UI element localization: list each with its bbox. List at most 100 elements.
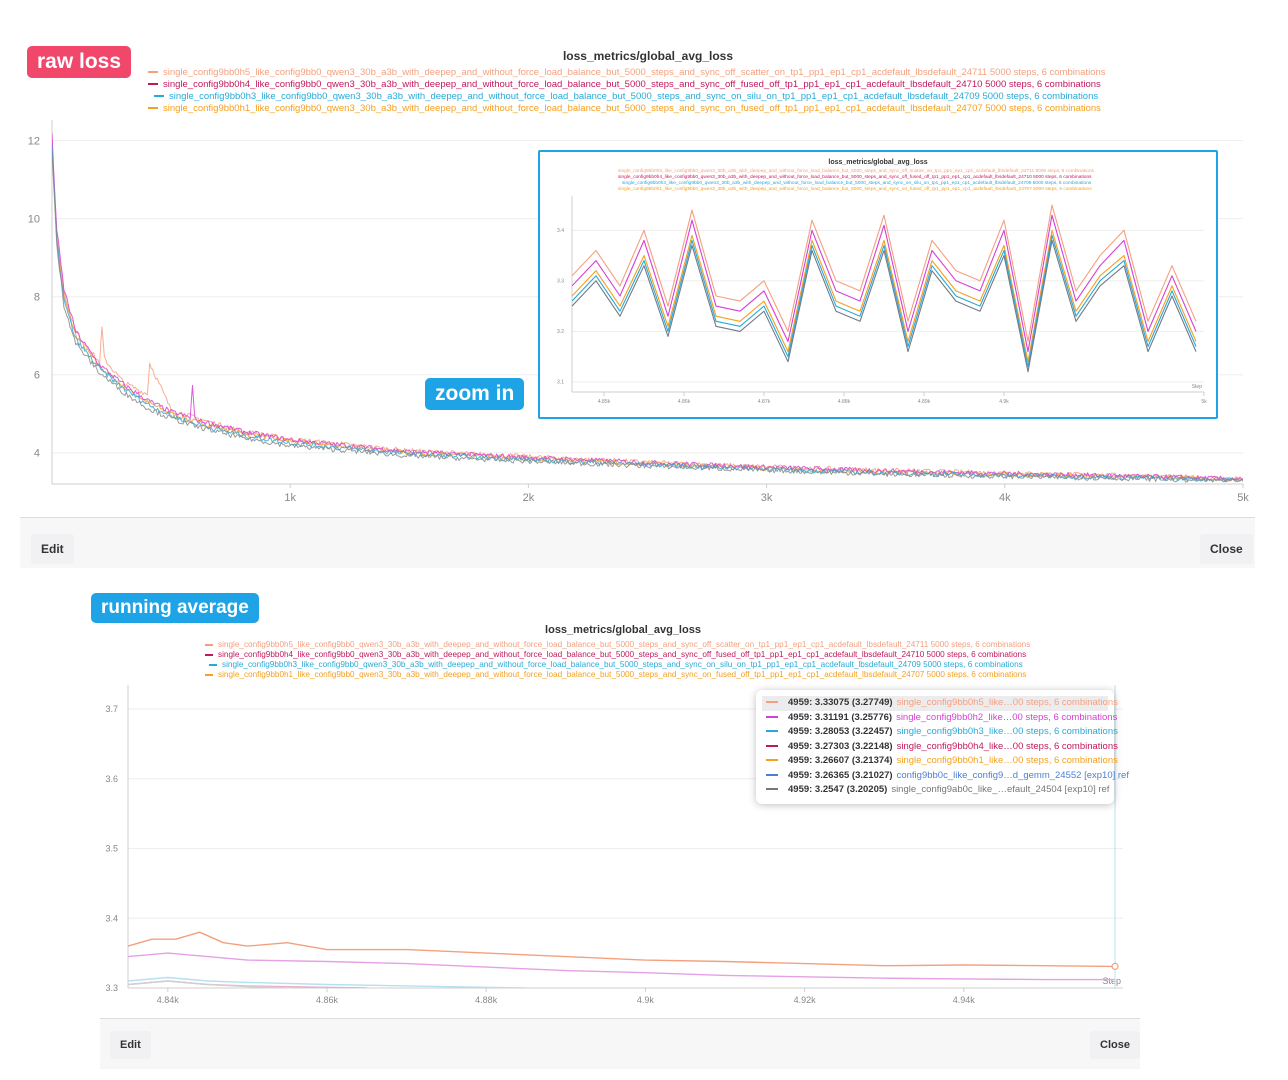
hover-tooltip: 4959: 3.33075 (3.27749) single_config9bb0… <box>756 690 1129 804</box>
tooltip-row: 4959: 3.31191 (3.25776) single_config9bb0… <box>762 711 1117 726</box>
inset-legend-item: single_config9bb0h1_like_config9bb0_qwen… <box>618 187 1092 192</box>
legend-label: single_config9bb0h4_like_config9bb0_qwen… <box>163 79 1101 90</box>
x-tick-label: 4k <box>999 492 1011 504</box>
series-line <box>572 239 1197 373</box>
tooltip-series-name: single_config9bb0h5_like…00 steps, 6 com… <box>896 697 1118 708</box>
x-tick-label: 4.9k <box>637 995 655 1005</box>
panel-footer <box>20 518 1255 568</box>
tooltip-value: 4959: 3.26607 (3.21374) <box>788 755 893 766</box>
series-line <box>128 952 1115 981</box>
close-button[interactable]: Close <box>1200 534 1253 564</box>
x-tick-label: 4.92k <box>794 995 817 1005</box>
tooltip-swatch <box>766 744 778 747</box>
legend-label: single_config9bb0h3_like_config9bb0_qwen… <box>169 91 1099 102</box>
y-tick-label: 3.4 <box>557 228 564 234</box>
x-axis-label: Step <box>1192 384 1203 390</box>
tooltip-series-name: single_config9ab0c_like_…efault_24504 [e… <box>891 784 1110 795</box>
legend-item: single_config9bb0h3_like_config9bb0_qwen… <box>205 660 1030 670</box>
y-tick-label: 3.4 <box>105 913 118 923</box>
series-line <box>572 229 1197 363</box>
running-average-chart[interactable]: 3.3 3.4 3.5 3.6 3.7 4.84k 4.86k 4.88k 4.9k 4.92k 4… <box>0 685 1288 1015</box>
tooltip-series-name: single_config9bb0h1_like…00 steps, 6 com… <box>896 755 1118 766</box>
legend-swatch <box>148 107 158 110</box>
legend-swatch <box>148 71 158 74</box>
tooltip-swatch <box>766 730 778 733</box>
legend-swatch <box>205 643 213 646</box>
tooltip-swatch <box>766 773 778 776</box>
legend-raw: single_config9bb0h5_like_config9bb0_qwen… <box>148 67 1106 115</box>
zoom-inset-chart: 3.1 3.2 3.3 3.4 4.85k 4.86k 4.87k 4.88k 4.89k 4.9… <box>557 196 1207 405</box>
legend-label: single_config9bb0h3_like_config9bb0_qwen… <box>222 660 1023 669</box>
legend-item: single_config9bb0h5_like_config9bb0_qwen… <box>148 67 1106 79</box>
close-button[interactable]: Close <box>1090 1031 1140 1059</box>
running-average-badge: running average <box>91 593 259 623</box>
series-line <box>572 234 1197 368</box>
series-group <box>52 133 1243 483</box>
chart-title-avg: loss_metrics/global_avg_loss <box>545 624 701 636</box>
tooltip-row: 4959: 3.2547 (3.20205) single_config9ab0c… <box>762 783 1110 798</box>
legend-item: single_config9bb0h4_like_config9bb0_qwen… <box>148 79 1106 91</box>
legend-swatch <box>148 83 158 86</box>
tooltip-row: 4959: 3.33075 (3.27749) single_config9bb0… <box>762 696 1118 711</box>
y-tick-label: 12 <box>28 135 40 147</box>
series-line <box>572 204 1197 343</box>
tooltip-series-name: single_config9bb0h3_like…00 steps, 6 com… <box>896 726 1118 737</box>
legend-item: single_config9bb0h3_like_config9bb0_qwen… <box>148 91 1106 103</box>
inset-legend-item: single_config9bb0h5_like_config9bb0_qwen… <box>618 169 1094 174</box>
tooltip-row: 4959: 3.26607 (3.21374) single_config9bb0… <box>762 754 1118 769</box>
x-tick-label: 4.87k <box>758 399 771 405</box>
series-group <box>128 931 1116 988</box>
y-tick-label: 3.1 <box>557 380 564 386</box>
x-tick-label: 4.9k <box>999 399 1009 405</box>
tooltip-value: 4959: 3.2547 (3.20205) <box>788 784 888 795</box>
tooltip-row: 4959: 3.26365 (3.21027) config9bb0c_like_… <box>762 769 1129 784</box>
y-tick-label: 3.5 <box>105 844 118 854</box>
divider <box>100 1018 1140 1019</box>
zoom-in-badge: zoom in <box>425 378 525 410</box>
x-tick-label: 4.89k <box>918 399 931 405</box>
x-tick-label: 1k <box>284 492 296 504</box>
y-tick-label: 4 <box>34 448 40 460</box>
inset-legend-item: single_config9bb0h4_like_config9bb0_qwen… <box>618 175 1092 180</box>
series-group <box>572 204 1197 373</box>
legend-label: single_config9bb0h5_like_config9bb0_qwen… <box>163 67 1106 78</box>
y-tick-label: 3.2 <box>557 329 564 335</box>
series-line <box>128 976 527 988</box>
tooltip-series-name: single_config9bb0h2_like…00 steps, 6 com… <box>896 711 1118 723</box>
y-tick-label: 3.3 <box>557 279 564 285</box>
y-tick-label: 6 <box>34 370 40 382</box>
legend-item: single_config9bb0h1_like_config9bb0_qwen… <box>205 670 1030 680</box>
edit-button[interactable]: Edit <box>110 1031 151 1059</box>
tooltip-swatch <box>766 759 778 762</box>
legend-label: single_config9bb0h1_like_config9bb0_qwen… <box>163 103 1101 114</box>
tooltip-value: 4959: 3.31191 (3.25776) <box>788 711 893 723</box>
legend-avg: single_config9bb0h5_like_config9bb0_qwen… <box>205 640 1030 680</box>
tooltip-swatch <box>766 788 778 791</box>
tooltip-row: 4959: 3.27303 (3.22148) single_config9bb0… <box>762 740 1118 755</box>
series-line <box>52 152 1243 483</box>
inset-legend-item: single_config9bb0h3_like_config9bb0_qwen… <box>622 181 1092 186</box>
raw-loss-badge: raw loss <box>27 46 132 78</box>
zoom-inset-frame: loss_metrics/global_avg_loss single_conf… <box>538 150 1218 419</box>
x-tick-label: 2k <box>523 492 535 504</box>
tooltip-value: 4959: 3.26365 (3.21027) <box>788 769 893 781</box>
series-line <box>572 214 1197 353</box>
series-line <box>128 931 1116 968</box>
x-axis-label: Step <box>1102 976 1121 986</box>
y-tick-label: 3.7 <box>105 704 118 714</box>
x-tick-label: 4.94k <box>953 995 976 1005</box>
x-tick-label: 5k <box>1201 399 1207 405</box>
tooltip-row: 4959: 3.28053 (3.22457) single_config9bb0… <box>762 725 1118 740</box>
legend-swatch <box>209 663 217 666</box>
divider <box>20 517 1255 518</box>
y-tick-label: 8 <box>34 292 40 304</box>
tooltip-series-name: single_config9bb0h4_like…00 steps, 6 com… <box>896 740 1118 752</box>
legend-item: single_config9bb0h5_like_config9bb0_qwen… <box>205 640 1030 650</box>
x-tick-label: 3k <box>761 492 773 504</box>
legend-item: single_config9bb0h1_like_config9bb0_qwen… <box>148 103 1106 115</box>
y-tick-label: 10 <box>28 214 40 226</box>
legend-label: single_config9bb0h1_like_config9bb0_qwen… <box>218 670 1027 679</box>
edit-button[interactable]: Edit <box>31 534 74 564</box>
panel-footer <box>100 1019 1140 1069</box>
inset-legend: single_config9bb0h5_like_config9bb0_qwen… <box>618 169 1094 193</box>
